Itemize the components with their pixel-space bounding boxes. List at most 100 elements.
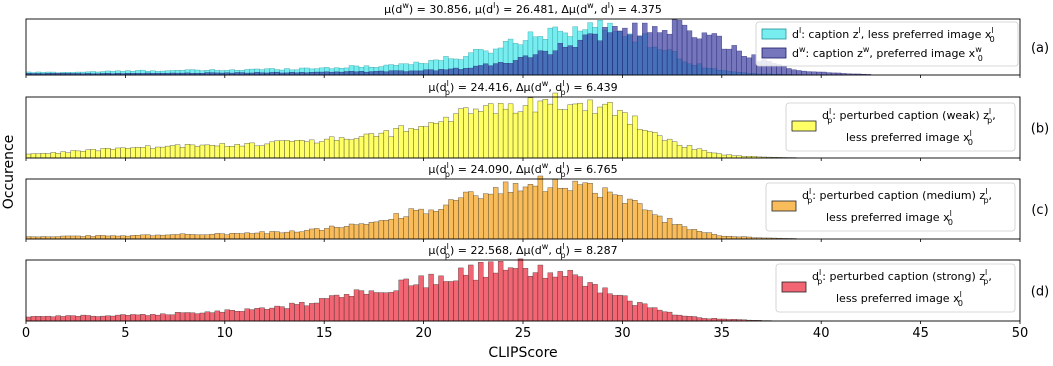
histogram-bar [225,146,230,158]
histogram-bar [583,183,588,239]
histogram-bar [473,66,478,75]
histogram-bar [314,303,319,321]
histogram-bar [607,192,612,239]
histogram-bar [284,308,289,321]
histogram-bar [439,69,444,75]
histogram-bar [369,72,374,75]
histogram-bar [399,280,404,321]
histogram-bar [324,228,329,239]
histogram-bar [304,230,309,239]
histogram-bar [275,306,280,321]
text-run: μ(d [384,3,402,16]
histogram-bar [523,106,528,158]
histogram-bar [110,236,115,239]
histogram-bar [672,20,677,75]
histogram-bar [687,31,692,75]
histogram-bar [583,35,588,75]
histogram-bar [588,282,593,321]
text-run: ) = 22.568, Δμ(d [450,244,542,257]
histogram-bar [250,310,255,321]
histogram-bar [409,286,414,321]
superscript: l [562,242,564,251]
histogram-bar [806,72,811,75]
histogram-bar [434,123,439,158]
histogram-bar [115,148,120,158]
x-tick-label: 15 [316,326,333,341]
histogram-bar [468,265,473,321]
histogram-bar [240,311,245,321]
histogram-bar [324,139,329,158]
histogram-bar [573,181,578,239]
histogram-bar [682,147,687,158]
histogram-bar [612,195,617,239]
histogram-bar [165,315,170,321]
histogram-bar [747,58,752,75]
text-run: d [792,47,799,60]
histogram-bar [657,136,662,158]
superscript: l [562,79,564,88]
histogram-bar [424,70,429,75]
histogram-bar [106,316,111,321]
histogram-bar [439,209,444,239]
histogram-bar [260,308,265,321]
histogram-bar [667,139,672,158]
histogram-bar [404,131,409,158]
histogram-bar [548,188,553,239]
histogram-bar [155,315,160,321]
histogram-bar [190,313,195,321]
histogram-bar [389,292,394,321]
histogram-bar [528,58,533,75]
histogram-bar [26,154,31,158]
histogram-bar [245,233,250,239]
histogram-bar [225,235,230,239]
histogram-bar [255,308,260,321]
histogram-bar [652,215,657,239]
histogram-bar [359,71,364,75]
histogram-bar [284,232,289,239]
histogram-bar [503,109,508,158]
histogram-bar [632,200,637,239]
histogram-bar [603,27,608,75]
histogram-bar [81,151,86,158]
histogram-bar [344,72,349,75]
histogram-bar [523,187,528,239]
histogram-bar [384,293,389,321]
histogram-bar [632,23,637,75]
histogram-bar [588,183,593,239]
histogram-bar [344,226,349,239]
histogram-bar [612,295,617,321]
text-run: ) = 8.287 [566,244,618,257]
histogram-bar [125,148,130,158]
superscript: l [985,187,987,196]
histogram-bar [443,281,448,321]
histogram-bar [717,36,722,75]
histogram-bar [299,232,304,239]
histogram-bar [205,312,210,321]
histogram-bar [91,316,96,321]
histogram-bar [240,146,245,158]
histogram-bar [56,316,61,321]
text-run: d [792,28,799,41]
subscript: 0 [948,218,953,227]
panel-tag: (d) [1031,285,1049,300]
histogram-bar [414,285,419,321]
histogram-bar [419,209,424,239]
histogram-bar [712,234,717,239]
histogram-bar [359,291,364,321]
x-tick-label: 50 [1012,326,1029,341]
histogram-bar [384,130,389,158]
histogram-bar [533,55,538,75]
histogram-bar [96,151,101,158]
histogram-bar [528,184,533,239]
histogram-bar [220,234,225,239]
histogram-bar [533,112,538,158]
histogram-bar [458,109,463,158]
histogram-bar [533,186,538,239]
histogram-bar [369,222,374,239]
superscript: l [950,209,952,218]
histogram-bar [578,185,583,239]
histogram-bar [573,47,578,75]
histogram-bar [160,314,165,321]
